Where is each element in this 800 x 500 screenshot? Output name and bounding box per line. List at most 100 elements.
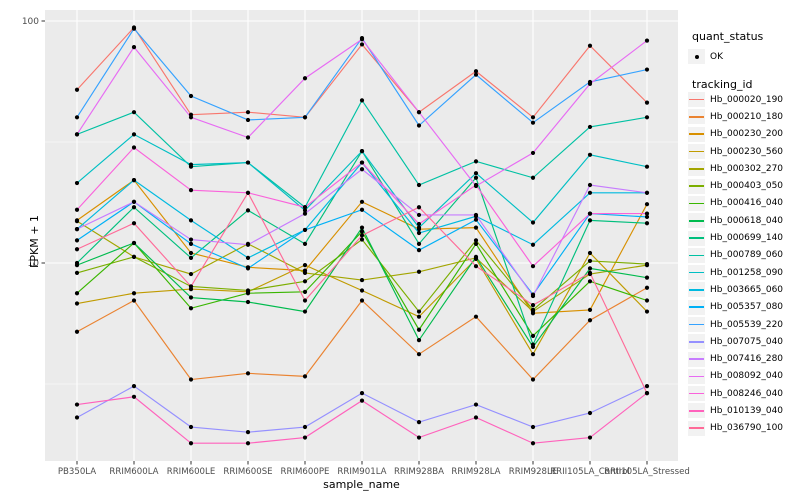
legend-key-box (688, 420, 705, 436)
data-point (587, 81, 593, 86)
legend-line-swatch (689, 202, 704, 205)
legend-key-box (688, 368, 705, 384)
data-point (416, 212, 422, 218)
data-point (245, 430, 251, 435)
data-point (245, 441, 251, 446)
legend-line-swatch (689, 306, 704, 308)
legend-key-box (688, 195, 705, 211)
legend-entry-Hb_005539_220: Hb_005539_220 (688, 316, 783, 333)
data-point (473, 217, 479, 222)
data-point (587, 270, 593, 276)
data-point (359, 237, 365, 242)
legend-key-box (688, 386, 705, 402)
data-point (131, 240, 137, 246)
legend-line-swatch (689, 392, 704, 395)
data-point (416, 420, 422, 425)
data-point (473, 241, 479, 246)
legend-entry-label: Hb_000789_060 (710, 250, 784, 261)
data-point (644, 275, 650, 280)
data-point (188, 218, 194, 223)
legend-entry-label: Hb_036790_100 (710, 423, 784, 434)
data-point (245, 135, 251, 140)
data-point (131, 383, 137, 389)
legend-line-swatch (689, 219, 704, 222)
data-point (302, 205, 308, 210)
data-point (587, 124, 593, 130)
data-point (359, 148, 365, 154)
data-point (644, 164, 650, 169)
legend-line-swatch (689, 375, 704, 378)
data-point (473, 254, 479, 259)
legend-entry-Hb_008092_040: Hb_008092_040 (688, 368, 783, 385)
legend-tracking-id-entries: Hb_000020_190 Hb_000210_180 Hb_000230_200 H… (688, 91, 783, 437)
data-point (530, 264, 536, 269)
legend-line-swatch (689, 254, 704, 257)
data-point (245, 208, 251, 213)
legend-entry-Hb_003665_060: Hb_003665_060 (688, 281, 783, 298)
legend-key-box (688, 92, 705, 108)
x-tick-label: RRIM600SE (223, 467, 272, 477)
y-axis-title: FPKM + 1 (27, 215, 41, 268)
legend-key-box (688, 126, 705, 142)
data-point (245, 371, 251, 376)
legend-key-box (688, 109, 705, 125)
legend-line-swatch (689, 116, 704, 118)
legend-line-swatch (689, 237, 704, 239)
legend-key-box (688, 351, 705, 367)
data-point (74, 247, 80, 252)
data-point (416, 327, 422, 332)
data-point (359, 229, 365, 234)
legend-line-swatch (689, 133, 704, 136)
legend-entry-label: Hb_000020_190 (710, 94, 784, 105)
x-tick-label: RRIM928LA (451, 467, 500, 477)
data-point (359, 37, 365, 42)
data-point (473, 69, 479, 74)
data-point (473, 212, 479, 218)
legend-key-box (688, 213, 705, 229)
data-point (530, 293, 536, 299)
data-point (416, 221, 422, 227)
legend-key-box (688, 317, 705, 332)
data-point (587, 258, 593, 264)
data-point (530, 441, 536, 446)
data-point (530, 342, 536, 347)
data-point (188, 237, 194, 242)
data-point (416, 269, 422, 274)
data-point (530, 352, 536, 357)
legend-line-swatch (689, 98, 704, 101)
data-point (587, 152, 593, 157)
data-point (74, 180, 80, 186)
data-point (302, 270, 308, 276)
data-point (74, 301, 80, 306)
data-point (302, 241, 308, 246)
data-point (74, 402, 80, 407)
x-tick-label: RRII105LA_Control (550, 467, 630, 477)
data-point (188, 255, 194, 260)
legend-key-box (688, 230, 705, 246)
data-point (644, 211, 650, 216)
data-point (302, 76, 308, 81)
data-point (587, 266, 593, 271)
data-point (188, 162, 194, 167)
legend-entry-label: Hb_005357_080 (710, 302, 784, 313)
data-point (359, 199, 365, 204)
data-point (302, 374, 308, 379)
legend-entry-Hb_007416_280: Hb_007416_280 (688, 350, 783, 367)
data-point (473, 159, 479, 164)
data-point (131, 132, 137, 137)
data-point (473, 238, 479, 243)
data-point (530, 377, 536, 382)
data-point (131, 298, 137, 303)
legend-entry-label: Hb_007075_040 (710, 336, 784, 347)
data-point (188, 250, 194, 256)
legend-key-box (688, 178, 705, 194)
legend-line-swatch (689, 150, 704, 153)
data-point (302, 289, 308, 294)
data-point (245, 255, 251, 260)
data-point (131, 145, 137, 150)
data-point (587, 182, 593, 188)
data-point (587, 435, 593, 440)
data-point (587, 318, 593, 323)
data-point (587, 279, 593, 284)
